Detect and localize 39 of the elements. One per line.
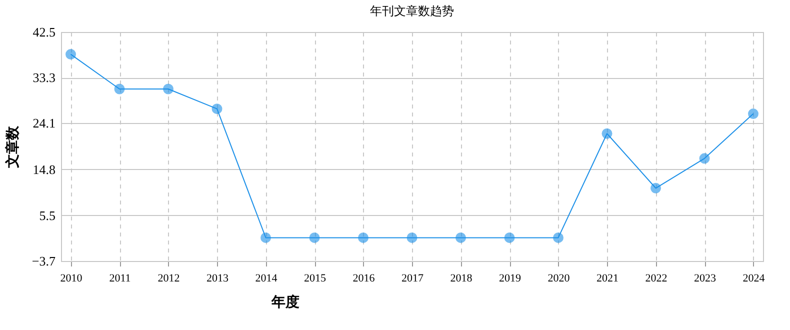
point (309, 232, 320, 243)
point (114, 84, 125, 94)
point (260, 232, 271, 243)
point (212, 104, 222, 114)
point (504, 232, 515, 243)
point (650, 182, 661, 194)
x-tick-label: 2014 (255, 272, 278, 284)
x-tick-label: 2023 (694, 272, 716, 284)
point (748, 108, 758, 120)
point (163, 84, 174, 94)
x-tick-label: 2022 (645, 272, 668, 284)
y-tick-label: −3.7 (32, 254, 56, 268)
x-axis-title: 年度 (270, 294, 300, 310)
point (602, 128, 612, 139)
y-tick-label: 24.1 (32, 116, 56, 131)
point (553, 232, 564, 243)
y-tick-label: 14.8 (32, 162, 56, 177)
x-tick-label: 2019 (499, 272, 522, 284)
x-tick-label: 2017 (402, 272, 424, 284)
point (66, 49, 76, 60)
x-tick-label: 2018 (450, 272, 473, 284)
x-tick-label: 2011 (109, 272, 131, 284)
point (699, 153, 710, 164)
x-tick-label: 2020 (548, 272, 570, 284)
x-tick-label: 2015 (304, 272, 326, 284)
x-tick-label: 2024 (742, 272, 766, 284)
x-tick-label: 2012 (158, 272, 180, 284)
y-tick-label: 33.3 (32, 70, 56, 86)
y-tick-label: 42.5 (32, 24, 56, 40)
point (358, 232, 368, 243)
point (406, 232, 418, 243)
x-tick-label: 2016 (352, 272, 376, 284)
point (456, 232, 466, 243)
x-tick-label: 2013 (206, 272, 229, 284)
y-tick-label: 5.5 (39, 208, 56, 223)
x-tick-label: 2021 (596, 272, 618, 284)
x-tick-label: 2010 (60, 272, 83, 284)
y-axis-title: 文章数 (4, 125, 21, 169)
chart-title: 年刊文章数趋势 (370, 4, 454, 18)
